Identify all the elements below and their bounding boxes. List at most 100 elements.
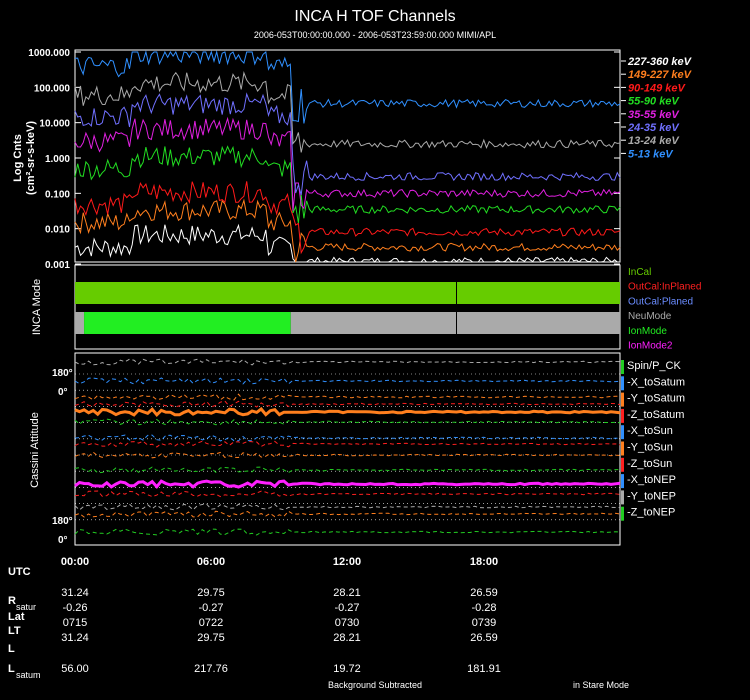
attitude-legend-swatch [621,376,624,391]
att-axis-top-0: 0° [58,387,68,398]
ephemeris-value: -0.28 [471,602,496,614]
stare-mode-note: in Stare Mode [573,680,629,690]
attitude-legend-swatch [621,457,624,472]
tof-legend-label: 227-360 keV [627,56,693,68]
ephemeris-value: 26.59 [470,632,498,644]
tof-series-line [74,198,621,263]
tof-legend-label: 90-149 keV [628,82,687,94]
tof-ylabel: Log Cnts [12,134,24,182]
attitude-trace [74,393,620,401]
ephemeris-value: 56.00 [61,663,89,675]
mode-frame [74,264,621,350]
attitude-legend-label: -Z_toSun [627,458,672,470]
attitude-frame [74,352,621,546]
mode-segment [75,282,620,304]
tof-ytick-label: 1000.000 [28,48,70,59]
inca-mode-panel: InCal OutCal:InPlaned OutCal:Planed NeuMode… [31,264,701,352]
ephemeris-value: 181.91 [467,663,501,675]
attitude-trace [74,479,621,490]
attitude-legend-label: -X_toSun [627,425,673,437]
mode-legend-label: OutCal:Planed [628,296,693,307]
tof-legend-label: 35-55 keV [628,109,680,121]
tof-series-line [74,223,620,263]
attitude-legend-label: -Y_toNEP [627,490,676,502]
mode-segment [290,312,620,334]
attitude-legend-swatch [621,360,624,374]
attitude-legend-label: -Z_toNEP [627,507,675,519]
attitude-trace [74,451,621,459]
attitude-trace [74,400,621,408]
attitude-trace [74,440,621,448]
ephemeris-value: -0.27 [334,602,359,614]
mode-legend-label: IonMode [628,326,667,337]
tof-ytick-label: 0.010 [45,225,70,236]
tof-frame [74,49,621,263]
utc-label: UTC [8,566,31,578]
attitude-legend-swatch [621,490,624,505]
tof-series-line [74,50,621,124]
attitude-legend-label: -Y_toSun [627,442,673,454]
ephemeris-value: 28.21 [333,632,361,644]
utc-time-3: 18:00 [470,556,498,568]
ephemeris-row-name: L [8,663,15,675]
ephemeris-value: 29.75 [197,587,225,599]
background-note: Background Subtracted [328,680,422,690]
attitude-trace [74,510,621,518]
attitude-legend-label: -Y_toSatum [627,393,685,405]
attitude-legend-swatch [621,441,624,456]
attitude-trace [74,490,621,498]
ephemeris-value: 0739 [472,617,496,629]
tof-series-line [74,181,621,255]
ephemeris-value: 0715 [63,617,87,629]
mode-legend-label: IonMode2 [628,341,673,352]
ephemeris-row-name: LT [8,625,21,637]
chart-title: INCA H TOF Channels [294,8,455,25]
mode-legend-label: InCal [628,267,651,278]
attitude-trace [74,358,621,366]
attitude-trace [74,503,620,511]
ephemeris-value: 31.24 [61,587,89,599]
attitude-trace [74,418,621,426]
tof-series-line [74,92,621,196]
attitude-legend-label: Spin/P_CK [627,360,681,372]
ephemeris-value: 0730 [335,617,359,629]
tof-series-line [74,145,621,223]
tof-ytick-label: 10.000 [39,119,70,130]
ephemeris-row-name: Lat [8,611,25,623]
mode-ylabel: INCA Mode [31,279,43,335]
ephemeris-value: -0.27 [198,602,223,614]
ephemeris-value: 19.72 [333,663,361,675]
tof-legend-label: 149-227 keV [628,69,693,81]
att-axis-bottom-0: 0° [58,535,68,546]
ephemeris-value: 26.59 [470,587,498,599]
utc-time-2: 12:00 [333,556,361,568]
attitude-legend-swatch [621,408,624,423]
tof-legend-label: 13-24 keV [628,135,680,147]
tof-ylabel-units: (cm²-sr-s-keV) [25,121,37,195]
utc-time-0: 00:00 [61,556,89,568]
tof-ytick-label: 1.000 [45,154,70,165]
att-axis-top-180: 180° [52,368,73,379]
attitude-trace [74,528,621,536]
attitude-legend-label: -X_toSatum [627,376,685,388]
attitude-trace [74,466,621,474]
tof-legend-label: 5-13 keV [628,148,674,160]
ephemeris-value: 29.75 [197,632,225,644]
tof-legend-label: 24-35 keV [627,122,680,134]
attitude-legend-swatch [621,474,624,489]
attitude-trace [74,377,621,385]
attitude-legend-swatch [621,392,624,407]
att-axis-bottom-180: 180° [52,516,73,527]
attitude-legend-label: -Z_toSatum [627,409,684,421]
ephemeris-row-sub: satum [16,670,41,680]
attitude-legend-swatch [621,425,624,440]
ephemeris-value: 0722 [199,617,223,629]
tof-series-line [74,71,621,153]
tof-ytick-label: 0.001 [45,260,70,271]
tof-ytick-label: 100.000 [34,83,71,94]
tof-ytick-label: 0.100 [45,189,70,200]
ephemeris-value: 28.21 [333,587,361,599]
attitude-trace [74,406,621,418]
